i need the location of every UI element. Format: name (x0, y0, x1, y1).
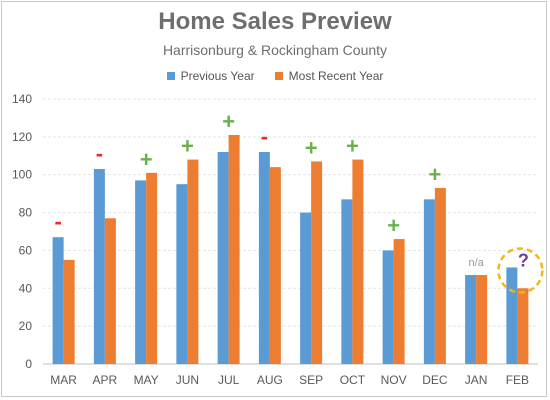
y-tick-label: 20 (19, 319, 33, 333)
x-tick-label: MAY (134, 373, 159, 387)
y-tick-label: 100 (12, 168, 32, 182)
annotation-plus-sep: + (305, 135, 318, 160)
legend-label-most-recent-year: Most Recent Year (288, 69, 384, 83)
legend-swatch-most-recent-year (274, 72, 283, 80)
annotation-question-feb: ? (518, 250, 529, 270)
annotation-minus-mar: - (54, 209, 61, 234)
x-tick-label: FEB (506, 373, 529, 387)
bar-previous-year-feb (506, 267, 518, 364)
bar-most-recent-year-dec (434, 187, 446, 364)
annotation-plus-nov: + (387, 213, 400, 238)
x-tick-label: AUG (257, 373, 283, 387)
chart-legend: Previous Year Most Recent Year (0, 69, 550, 83)
chart-title: Home Sales Preview (158, 8, 392, 35)
x-tick-label: MAR (50, 373, 77, 387)
y-tick-label: 40 (19, 281, 33, 295)
bar-previous-year-jun (176, 184, 188, 364)
legend-item-previous-year: Previous Year (166, 69, 255, 83)
bar-previous-year-sep (300, 212, 312, 364)
bar-most-recent-year-mar (63, 259, 75, 364)
bar-most-recent-year-may (146, 172, 158, 364)
bar-previous-year-jan (465, 275, 477, 364)
bar-most-recent-year-jun (187, 159, 199, 364)
bar-previous-year-oct (341, 199, 353, 364)
annotation-plus-oct: + (346, 134, 359, 159)
x-tick-label: JUL (218, 373, 240, 387)
y-tick-label: 120 (12, 130, 32, 144)
bar-most-recent-year-aug (269, 167, 281, 364)
annotation-plus-dec: + (428, 162, 441, 187)
y-tick-label: 80 (19, 206, 33, 220)
x-tick-label: NOV (381, 373, 407, 387)
legend-label-previous-year: Previous Year (180, 69, 255, 83)
x-tick-label: SEP (299, 373, 323, 387)
bar-most-recent-year-feb (517, 288, 529, 364)
bar-most-recent-year-jan (476, 275, 488, 364)
bar-most-recent-year-nov (393, 239, 405, 364)
highlight-circle-feb (497, 247, 544, 294)
y-tick-label: 60 (19, 243, 33, 257)
bar-previous-year-mar (52, 237, 64, 364)
bar-most-recent-year-jul (228, 134, 240, 364)
legend-item-most-recent-year: Most Recent Year (274, 69, 384, 83)
chart-subtitle: Harrisonburg & Rockingham County (162, 42, 388, 58)
x-tick-label: JAN (465, 373, 488, 387)
bar-most-recent-year-apr (104, 218, 116, 364)
legend-swatch-previous-year (166, 72, 175, 80)
x-tick-label: JUN (176, 373, 199, 387)
bar-most-recent-year-sep (311, 161, 323, 364)
bar-previous-year-nov (382, 250, 394, 364)
annotation-plus-jul: + (222, 109, 235, 134)
bar-most-recent-year-oct (352, 159, 364, 364)
annotation-minus-apr: - (96, 141, 103, 166)
bar-previous-year-apr (93, 169, 105, 364)
x-tick-label: DEC (422, 373, 448, 387)
bar-previous-year-aug (258, 152, 270, 364)
bar-previous-year-dec (423, 199, 435, 364)
y-tick-label: 0 (25, 357, 32, 371)
annotation-plus-jun: + (181, 134, 194, 159)
annotation-plus-may: + (140, 147, 153, 172)
annotation-minus-aug: - (261, 124, 268, 149)
x-tick-label: OCT (340, 373, 366, 387)
annotation-na-jan: n/a (468, 257, 484, 269)
bar-previous-year-may (135, 180, 147, 364)
bar-previous-year-jul (217, 152, 229, 364)
y-tick-label: 140 (12, 92, 32, 106)
x-tick-label: APR (93, 373, 118, 387)
